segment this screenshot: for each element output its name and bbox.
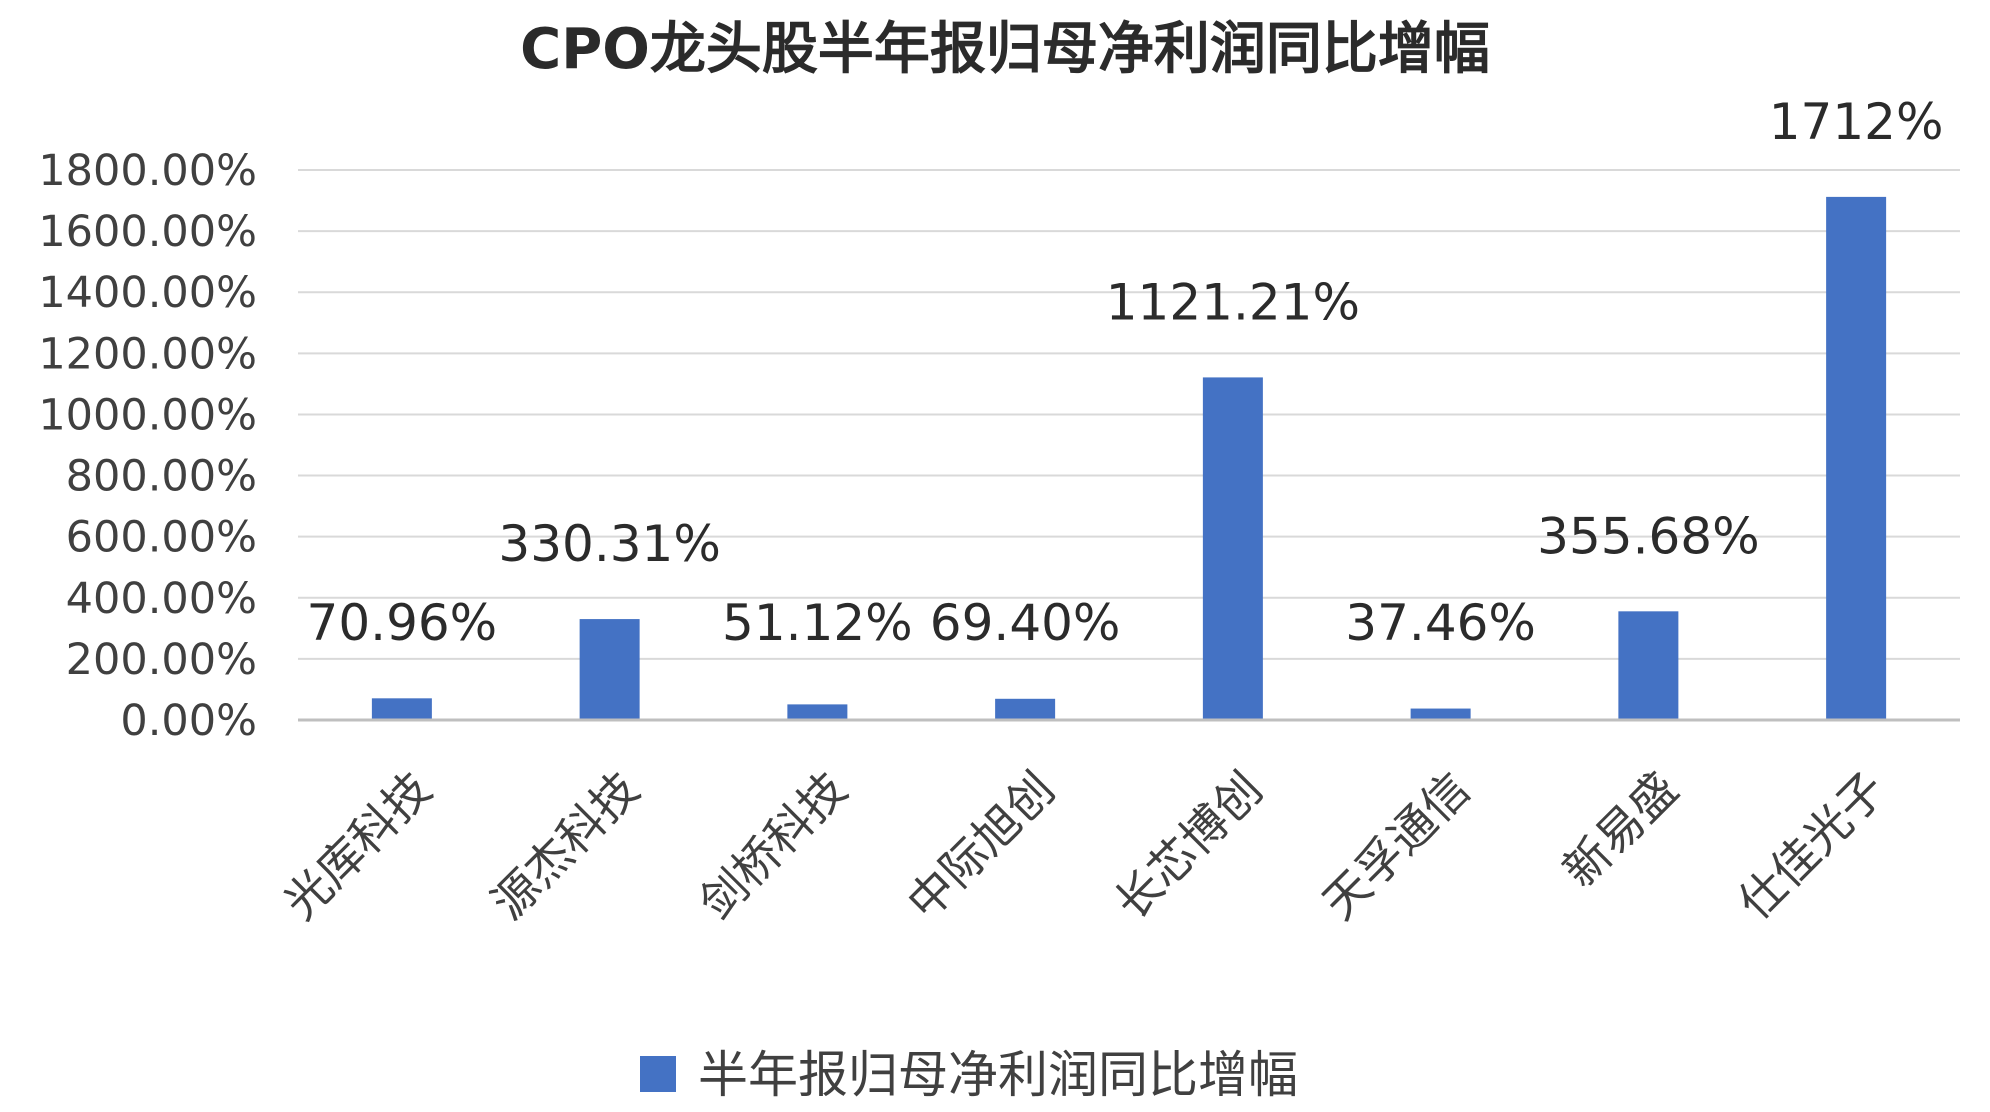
- y-tick-label: 600.00%: [66, 513, 257, 563]
- y-tick-label: 1800.00%: [38, 146, 257, 196]
- y-tick-label: 1200.00%: [38, 329, 257, 379]
- y-tick-label: 1000.00%: [38, 390, 257, 440]
- y-tick-label: 0.00%: [120, 696, 257, 746]
- y-tick-label: 800.00%: [66, 452, 257, 502]
- legend-swatch: [640, 1056, 676, 1092]
- data-label: 355.68%: [1537, 507, 1759, 565]
- y-tick-label: 1600.00%: [38, 207, 257, 257]
- data-label: 37.46%: [1345, 594, 1536, 652]
- data-label: 69.40%: [930, 594, 1121, 652]
- data-label: 70.96%: [307, 594, 498, 652]
- legend-label: 半年报归母净利润同比增幅: [698, 1046, 1298, 1104]
- bar: [371, 698, 432, 720]
- y-tick-label: 200.00%: [66, 635, 257, 685]
- bar: [1618, 611, 1679, 720]
- bar: [995, 698, 1056, 720]
- x-tick-label: 光库科技: [273, 762, 441, 930]
- y-tick-label: 1400.00%: [38, 268, 257, 318]
- bar: [1410, 708, 1471, 720]
- bar: [1202, 377, 1263, 720]
- x-tick-label: 剑桥科技: [689, 762, 857, 930]
- data-label: 1712%: [1769, 93, 1944, 151]
- bars: [371, 196, 1887, 720]
- x-axis-ticks: 光库科技 源杰科技 剑桥科技 中际旭创 长芯博创 天孚通信 新易盛 仕佳光子: [273, 762, 1896, 930]
- gridlines: [298, 169, 1960, 660]
- legend: 半年报归母净利润同比增幅: [640, 1046, 1298, 1104]
- y-tick-label: 400.00%: [66, 574, 257, 624]
- data-label: 330.31%: [498, 515, 720, 573]
- bar: [1826, 196, 1887, 720]
- bar: [579, 619, 640, 720]
- data-labels: 70.96%330.31%51.12% 69.40% 1121.21% 37.46%3…: [307, 93, 1944, 652]
- x-tick-label: 天孚通信: [1312, 762, 1480, 930]
- chart-title: CPO龙头股半年报归母净利润同比增幅: [520, 17, 1490, 82]
- data-label: 1121.21%: [1106, 273, 1360, 331]
- x-tick-label: 源杰科技: [481, 762, 649, 930]
- data-label: 51.12%: [722, 594, 913, 652]
- x-tick-label: 新易盛: [1552, 762, 1688, 898]
- y-axis-ticks: 0.00% 200.00% 400.00% 600.00% 800.00% 1000.00…: [38, 146, 257, 746]
- bar: [787, 704, 848, 720]
- x-tick-label: 中际旭创: [897, 762, 1065, 930]
- x-tick-label: 仕佳光子: [1728, 762, 1896, 930]
- x-tick-label: 长芯博创: [1104, 762, 1272, 930]
